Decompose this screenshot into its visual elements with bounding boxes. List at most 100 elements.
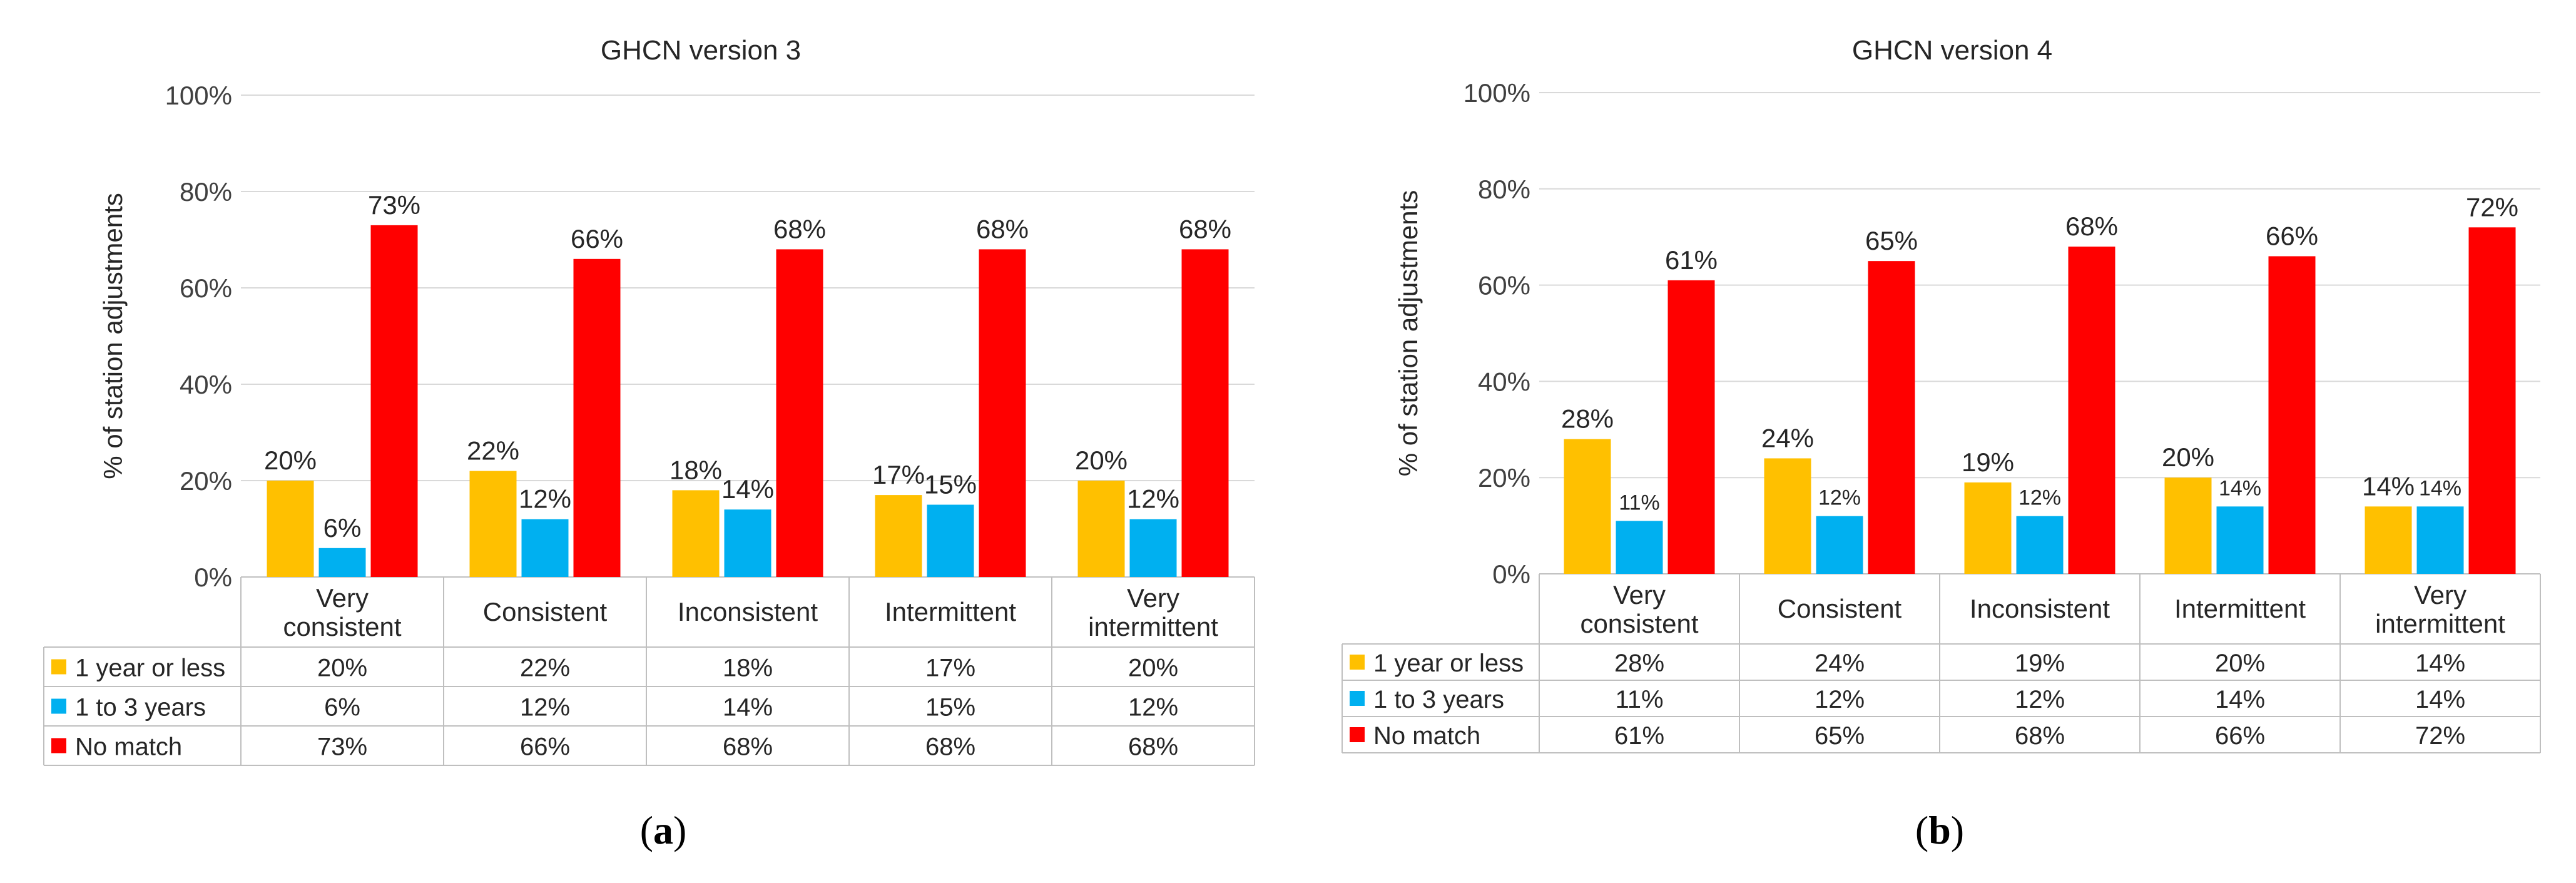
caption-a: (a) <box>639 808 687 852</box>
table-cell: 65% <box>1815 722 1865 750</box>
bar <box>875 495 922 577</box>
legend-label: 1 to 3 years <box>1373 686 1504 713</box>
x-category-label-line: Very <box>1127 583 1179 613</box>
legend-label: 1 year or less <box>75 655 225 682</box>
y-tick-label: 40% <box>180 370 232 399</box>
legend-key <box>1350 727 1365 742</box>
table-cell: 20% <box>2215 650 2265 677</box>
x-category-label: Very consistent <box>283 583 401 641</box>
bar <box>2068 247 2115 574</box>
table-cell: 28% <box>1614 650 1664 677</box>
y-tick-label: 20% <box>1478 463 1530 493</box>
bar <box>2468 227 2516 574</box>
data-label: 24% <box>1761 423 1814 452</box>
x-category-label-line: intermittent <box>1088 612 1218 641</box>
legend-key <box>51 659 66 675</box>
caption-b-letter: b <box>1928 808 1951 852</box>
x-category-label: Intermittent <box>2174 594 2306 623</box>
bar <box>469 471 517 577</box>
data-label: 28% <box>1561 404 1614 434</box>
bar <box>927 504 974 577</box>
y-tick-label: 0% <box>194 563 232 592</box>
table-cell: 15% <box>925 694 975 722</box>
chart-title: GHCN version 3 <box>601 35 801 66</box>
chart-a: GHCN version 3 % of station adjustments 0%… <box>43 35 1255 766</box>
x-category-label-line: Inconsistent <box>678 597 818 626</box>
y-tick-label: 40% <box>1478 367 1530 396</box>
x-category-label-line: intermittent <box>2375 609 2505 638</box>
data-label: 66% <box>571 224 623 253</box>
legend-label: 1 year or less <box>1373 650 1524 677</box>
table-cell: 12% <box>520 694 570 722</box>
bar <box>2016 516 2064 574</box>
legend-key <box>1350 691 1365 706</box>
y-axis-label: % of station adjustments <box>1393 190 1423 477</box>
data-label: 20% <box>264 446 317 475</box>
bar <box>267 481 314 577</box>
table-cell: 12% <box>1815 686 1865 713</box>
chart-b: GHCN version 4 % of station adjustments 0%… <box>1341 35 2541 753</box>
data-label: 6% <box>323 513 362 543</box>
caption-b: (b) <box>1915 808 1965 852</box>
data-label: 66% <box>2266 221 2318 250</box>
bar <box>672 490 720 577</box>
data-label: 12% <box>2019 486 2061 510</box>
bar <box>1616 521 1663 574</box>
table-cell: 14% <box>723 694 773 722</box>
y-tick-label: 0% <box>1492 559 1530 589</box>
legend-label: No match <box>1373 722 1480 750</box>
bar <box>370 225 418 577</box>
bar <box>573 258 621 577</box>
x-category-label-line: Very <box>2414 580 2467 610</box>
y-axis-label: % of station adjustments <box>98 193 128 479</box>
data-label: 20% <box>2162 442 2214 472</box>
bar <box>776 249 823 577</box>
chart-panel-a: GHCN version 3 % of station adjustments 0%… <box>0 0 1289 789</box>
table-cell: 73% <box>317 733 367 761</box>
x-category-label: Inconsistent <box>678 597 818 626</box>
table-cell: 68% <box>925 733 975 761</box>
legend-key <box>1350 655 1365 670</box>
table-cell: 68% <box>2015 722 2065 750</box>
x-category-label-line: Very <box>316 583 369 613</box>
bar <box>318 548 366 577</box>
y-tick-label: 80% <box>180 177 232 207</box>
legend-key <box>51 738 66 753</box>
table-cell: 20% <box>317 655 367 682</box>
data-label: 19% <box>1962 447 2014 477</box>
x-category-label-line: Intermittent <box>2174 594 2306 623</box>
y-tick-label: 100% <box>165 81 232 110</box>
table-cell: 22% <box>520 655 570 682</box>
table-cell: 17% <box>925 655 975 682</box>
table-cell: 14% <box>2215 686 2265 713</box>
data-label: 15% <box>924 470 977 499</box>
legend-label: No match <box>75 733 182 761</box>
data-label: 12% <box>1818 486 1861 510</box>
x-category-label: Consistent <box>483 597 608 626</box>
bar <box>521 519 569 577</box>
data-label: 14% <box>2419 476 2461 500</box>
bar <box>1868 261 1915 574</box>
y-tick-label: 60% <box>180 273 232 303</box>
x-category-label-line: consistent <box>283 612 401 641</box>
data-label: 72% <box>2466 192 2518 222</box>
table-cell: 72% <box>2415 722 2465 750</box>
bar <box>979 249 1026 577</box>
bar <box>1129 519 1177 577</box>
x-category-label-line: Intermittent <box>885 597 1016 626</box>
x-category-label: Very intermittent <box>1088 583 1218 641</box>
data-label: 68% <box>773 214 826 243</box>
y-tick-label: 100% <box>1464 78 1530 108</box>
table-cell: 14% <box>2415 650 2465 677</box>
data-label: 61% <box>1665 245 1718 275</box>
bar <box>1816 516 1863 574</box>
bar <box>2164 477 2212 574</box>
table-cell: 68% <box>1128 733 1178 761</box>
bar <box>1964 482 2012 574</box>
x-category-label-line: Consistent <box>1778 594 1902 623</box>
table-cell: 20% <box>1128 655 1178 682</box>
data-label: 18% <box>669 455 722 484</box>
x-category-label: Intermittent <box>885 597 1016 626</box>
table-cell: 24% <box>1815 650 1865 677</box>
data-label: 17% <box>872 460 925 489</box>
